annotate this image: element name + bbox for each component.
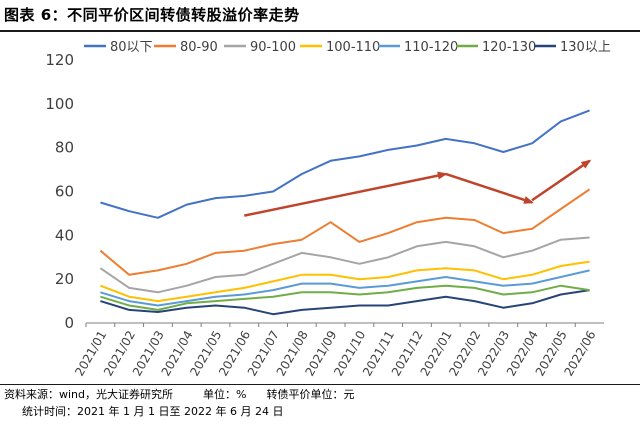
y-tick-label: 60	[55, 183, 74, 201]
title-divider	[0, 30, 640, 32]
period-note: 统计时间：2021 年 1 月 1 日至 2022 年 6 月 24 日	[22, 405, 284, 418]
y-tick-label: 80	[55, 139, 74, 157]
figure-title: 图表 6：不同平价区间转债转股溢价率走势	[4, 6, 300, 24]
legend-label: 110-120	[404, 40, 458, 55]
y-tick-label: 100	[45, 95, 74, 113]
trend-arrow	[445, 172, 534, 204]
series-line	[100, 269, 590, 307]
footer-divider	[0, 384, 640, 385]
footer-notes: 资料来源：wind，光大证券研究所 单位：% 转债平价单位：元	[4, 388, 354, 402]
y-tick-label: 40	[55, 226, 74, 244]
legend-label: 80-90	[180, 40, 218, 55]
legend-label: 80以下	[110, 40, 153, 55]
premium-rate-line-chart: 0204060801001202021/012021/022021/032021…	[45, 40, 611, 378]
legend-label: 100-110	[326, 40, 380, 55]
unit-note: 单位：%	[203, 388, 247, 401]
y-tick-label: 20	[55, 270, 74, 288]
y-tick-label: 120	[45, 51, 74, 69]
legend-label: 130以上	[560, 40, 611, 55]
legend-label: 120-130	[482, 40, 536, 55]
source-note: 资料来源：wind，光大证券研究所	[4, 388, 174, 401]
series-line	[99, 188, 591, 276]
trend-arrow	[531, 159, 592, 202]
series-line	[100, 284, 590, 311]
legend-label: 90-100	[250, 40, 296, 55]
series-line	[100, 109, 590, 219]
parity-unit-note: 转债平价单位：元	[266, 388, 355, 401]
series-line	[100, 289, 590, 316]
series-line	[99, 236, 590, 294]
series-line	[100, 260, 590, 303]
trend-arrow	[244, 171, 448, 217]
y-tick-label: 0	[64, 314, 74, 332]
